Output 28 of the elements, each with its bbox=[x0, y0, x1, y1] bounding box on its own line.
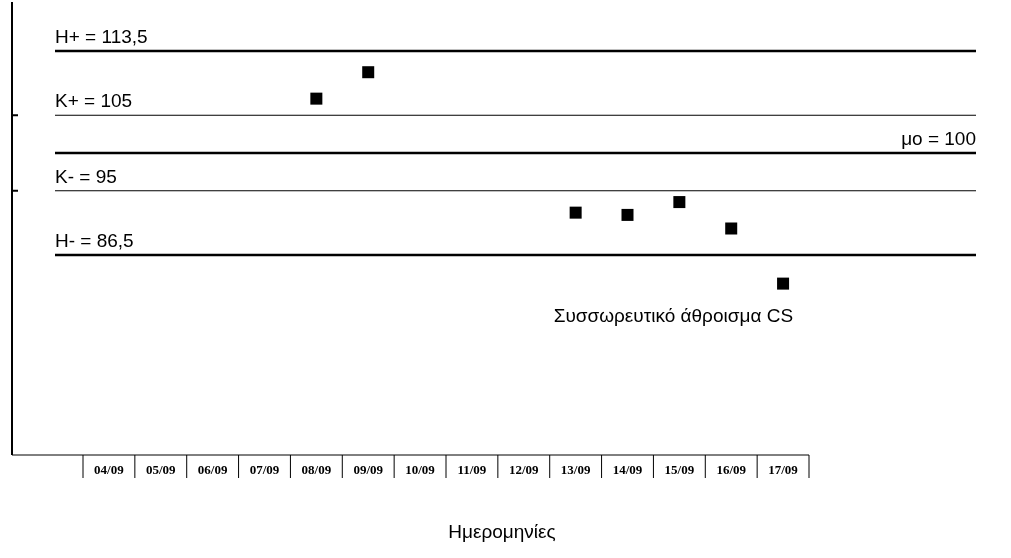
point bbox=[362, 66, 375, 79]
x-tick-label: 09/09 bbox=[353, 462, 384, 477]
point bbox=[725, 222, 738, 235]
point bbox=[569, 206, 582, 219]
ref-line-label: μο = 100 bbox=[901, 128, 976, 149]
x-tick-label: 08/09 bbox=[301, 462, 332, 477]
ref-line-label: K- = 95 bbox=[55, 165, 117, 187]
x-tick-label: 16/09 bbox=[716, 462, 747, 477]
x-tick-label: 15/09 bbox=[664, 462, 695, 477]
point bbox=[673, 196, 686, 209]
series-label: Συσσωρευτικό άθροισμα CS bbox=[553, 304, 794, 326]
x-tick-label: 04/09 bbox=[94, 462, 125, 477]
point bbox=[621, 208, 634, 221]
ref-line-label: H- = 86,5 bbox=[55, 229, 134, 251]
x-axis-title: Ημερομηνίες bbox=[448, 521, 556, 542]
ref-line-label: K+ = 105 bbox=[55, 90, 133, 112]
ref-line-label: H+ = 113,5 bbox=[55, 26, 148, 48]
x-tick-label: 12/09 bbox=[508, 462, 540, 477]
x-tick-label: 07/09 bbox=[249, 462, 280, 477]
x-tick-label: 13/09 bbox=[560, 462, 591, 477]
x-tick-label: 10/09 bbox=[405, 462, 436, 477]
x-tick-label: 14/09 bbox=[612, 462, 643, 477]
x-tick-label: 17/09 bbox=[768, 462, 799, 477]
x-tick-label: 05/09 bbox=[145, 462, 177, 477]
point bbox=[777, 277, 790, 290]
x-tick-label: 06/09 bbox=[197, 462, 228, 477]
point bbox=[310, 92, 323, 105]
x-tick-label: 11/09 bbox=[457, 462, 487, 477]
